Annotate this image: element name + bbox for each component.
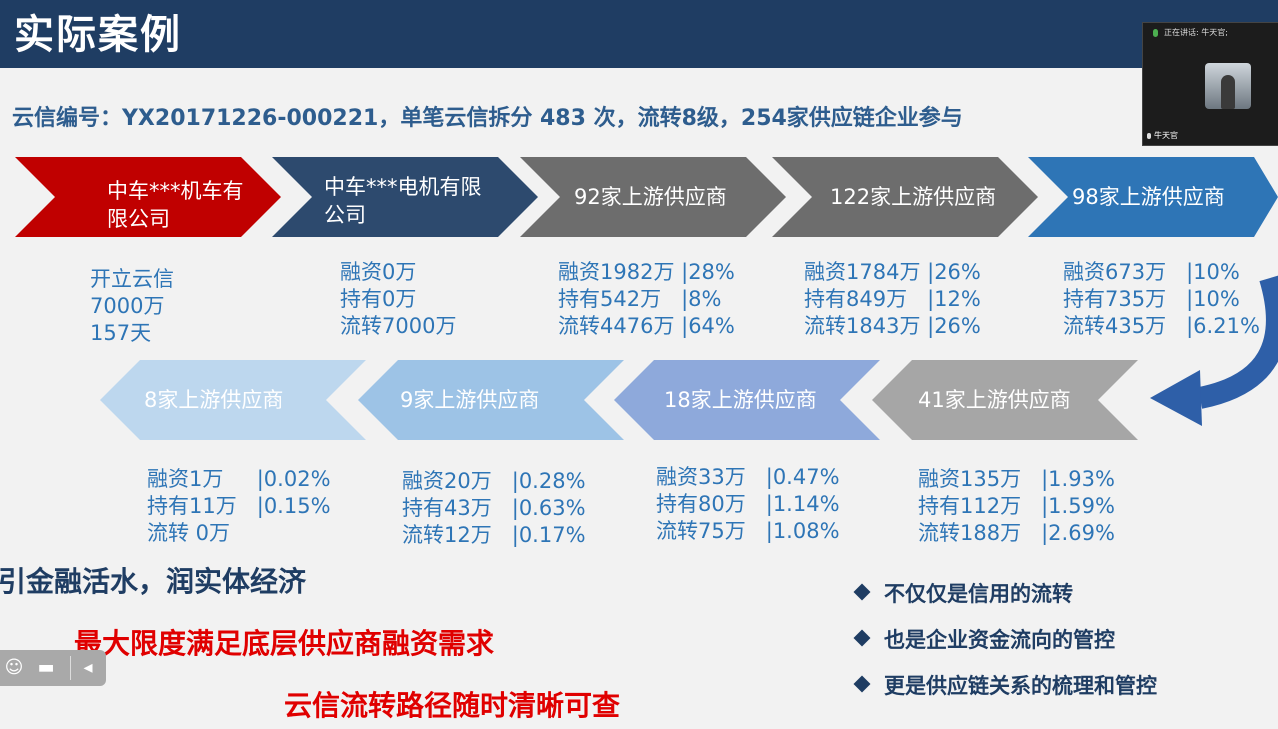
slide-title: 实际案例 [14, 12, 182, 58]
chevron-label: 9家上游供应商 [400, 388, 540, 412]
chevron-step-8: 9家上游供应商 [358, 360, 624, 440]
microphone-icon [1153, 28, 1158, 37]
bullet-item: 也是企业资金流向的管控 [853, 624, 1115, 654]
emoji-icon[interactable]: ☺ [4, 657, 24, 678]
participant-name-text: 牛天官 [1154, 131, 1178, 140]
microphone-icon [1147, 132, 1151, 139]
stats-step-7: 融资33万 |0.47% 持有80万 |1.14% 流转75万 |1.08% [656, 465, 840, 543]
chevron-step-7: 18家上游供应商 [614, 360, 880, 440]
chevron-shape [272, 157, 538, 237]
chevron-step-1: 中车***机车有限公司 [15, 157, 281, 237]
chevron-label: 41家上游供应商 [918, 388, 1071, 412]
stats-step-5: 融资673万 |10% 持有735万 |10% 流转435万 |6.21% [1063, 260, 1260, 338]
chevron-shape [520, 157, 786, 237]
chevron-label: 98家上游供应商 [1072, 185, 1225, 209]
toolbar-divider [70, 656, 71, 680]
diamond-bullet-icon [853, 675, 871, 693]
stats-step-9: 融资1万 |0.02% 持有11万 |0.15% 流转 0万 [147, 467, 331, 545]
curved-return-arrow-icon [1150, 275, 1278, 426]
chevron-shape [1028, 157, 1278, 237]
participant-name: 牛天官 [1147, 130, 1178, 141]
slide-header: 实际案例 [0, 0, 1278, 68]
stats-step-4: 融资1784万 |26% 持有849万 |12% 流转1843万 |26% [804, 260, 981, 338]
chevron-shape [614, 360, 880, 440]
chevron-label: 92家上游供应商 [574, 185, 727, 209]
chevron-label: 8家上游供应商 [144, 388, 284, 412]
chevron-shape [100, 360, 366, 440]
chevron-step-2: 中车***电机有限公司 [272, 157, 538, 237]
slogan-max-financing: 最大限度满足底层供应商融资需求 [74, 627, 495, 660]
chevron-label: 122家上游供应商 [830, 185, 997, 209]
chevron-shape [872, 360, 1138, 440]
chevron-step-9: 8家上游供应商 [100, 360, 366, 440]
chevron-shape [358, 360, 624, 440]
avatar-figure [1221, 75, 1235, 109]
case-subtitle: 云信编号：YX20171226-000221，单笔云信拆分 483 次，流转8级… [12, 106, 963, 131]
bullet-item: 更是供应链关系的梳理和管控 [853, 670, 1157, 700]
chevron-step-6: 41家上游供应商 [872, 360, 1138, 440]
stats-step-6: 融资135万 |1.93% 持有112万 |1.59% 流转188万 |2.69… [918, 467, 1115, 545]
speaker-video-panel[interactable]: 正在讲话: 牛天官; 牛天官 [1142, 22, 1278, 146]
chevron-shape [15, 157, 281, 237]
speaking-indicator: 正在讲话: 牛天官; [1143, 23, 1278, 43]
bullet-item: 不仅仅是信用的流转 [853, 578, 1073, 608]
presentation-toolbar: ☺ ▬ ◂ [0, 650, 106, 686]
stats-step-3: 融资1982万 |28% 持有542万 |8% 流转4476万 |64% [558, 260, 735, 338]
stats-step-8: 融资20万 |0.28% 持有43万 |0.63% 流转12万 |0.17% [402, 469, 586, 547]
chevron-label: 18家上游供应商 [664, 388, 817, 412]
slogan-traceable: 云信流转路径随时清晰可查 [284, 689, 621, 722]
bullet-text: 更是供应链关系的梳理和管控 [884, 674, 1157, 698]
chevron-label: 中车***机车有限公司 [107, 179, 244, 231]
chevron-step-5: 98家上游供应商 [1028, 157, 1278, 237]
chat-icon[interactable]: ▬ [37, 657, 55, 678]
speaking-text: 正在讲话: 牛天官; [1164, 28, 1228, 37]
diamond-bullet-icon [853, 583, 871, 601]
bullet-text: 也是企业资金流向的管控 [884, 628, 1115, 652]
chevron-step-3: 92家上游供应商 [520, 157, 786, 237]
bullet-text: 不仅仅是信用的流转 [884, 582, 1073, 606]
chevron-shape [772, 157, 1038, 237]
collapse-arrow-icon[interactable]: ◂ [83, 657, 93, 678]
stats-step-1: 开立云信 7000万 157天 [90, 267, 174, 345]
slogan-finance: 引金融活水，润实体经济 [0, 565, 307, 598]
stats-step-2: 融资0万 持有0万 流转7000万 [340, 260, 457, 338]
chevron-step-4: 122家上游供应商 [772, 157, 1038, 237]
diamond-bullet-icon [853, 629, 871, 647]
chevron-label: 中车***电机有限公司 [324, 175, 482, 227]
avatar [1205, 63, 1251, 109]
